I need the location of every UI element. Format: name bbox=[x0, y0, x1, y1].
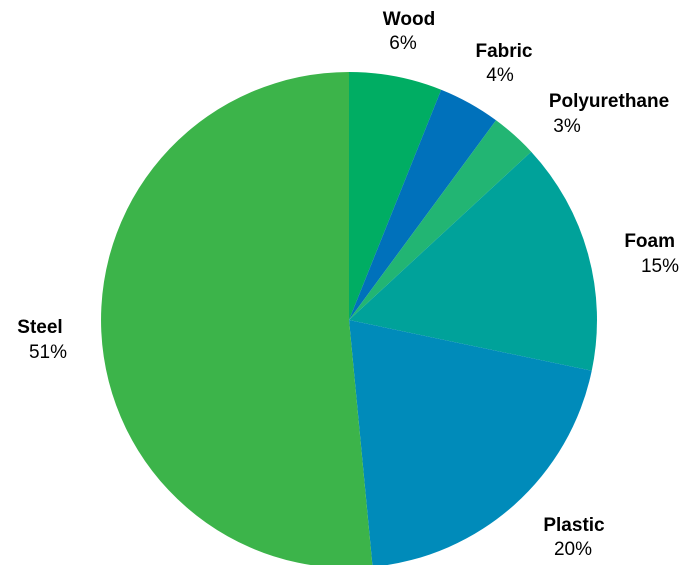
pie-slice-plastic bbox=[349, 320, 592, 565]
pie-slices bbox=[101, 72, 597, 565]
pie-labels: Wood 6% Fabric 4% Polyurethane 3% Foam 1… bbox=[17, 9, 679, 560]
pie-slice-foam bbox=[349, 151, 597, 371]
pie-slice-polyurethane bbox=[349, 120, 532, 320]
pie-slice-wood bbox=[349, 72, 442, 320]
slice-label-plastic: Plastic 20% bbox=[543, 515, 608, 560]
slice-label-foam: Foam 15% bbox=[624, 231, 679, 277]
slice-label-wood: Wood 6% bbox=[383, 9, 439, 54]
pie-slice-fabric bbox=[349, 89, 497, 320]
pie-slice-steel bbox=[101, 72, 373, 565]
slice-label-polyurethane: Polyurethane 3% bbox=[549, 91, 673, 137]
slice-label-steel: Steel 51% bbox=[17, 317, 67, 363]
slice-label-fabric: Fabric 4% bbox=[475, 41, 536, 86]
